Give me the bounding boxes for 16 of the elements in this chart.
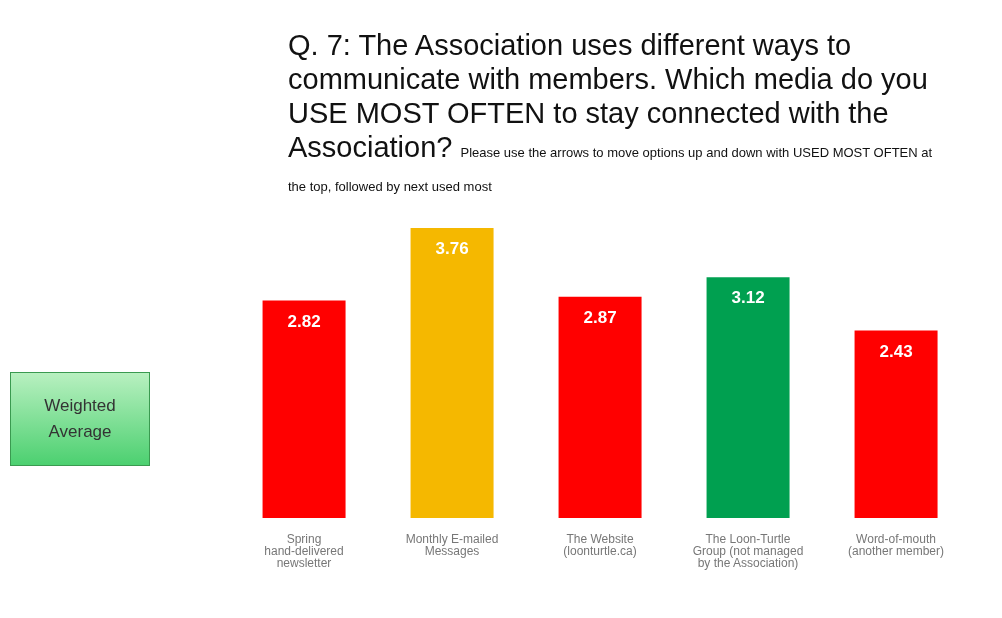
x-tick-label: Spring hand-delivered newsletter xyxy=(264,531,344,570)
x-tick-label: The Website (loonturtle.ca) xyxy=(563,531,637,558)
bar xyxy=(410,228,494,518)
data-label: 3.12 xyxy=(731,288,765,308)
x-tick-label: Monthly E-mailed Messages xyxy=(405,531,499,558)
bar xyxy=(854,330,938,518)
data-label: 3.76 xyxy=(435,239,469,259)
data-label: 2.87 xyxy=(583,307,617,327)
bar xyxy=(262,300,346,518)
bar xyxy=(558,296,642,518)
bar xyxy=(706,277,790,518)
x-tick-label: Word-of-mouth (another member) xyxy=(847,531,945,558)
text: Weighted Average xyxy=(10,372,150,466)
data-label: 2.43 xyxy=(879,341,913,361)
x-tick-label: The Loon-Turtle Group (not managed by the Association) xyxy=(692,531,804,570)
data-label: 2.82 xyxy=(287,311,321,331)
